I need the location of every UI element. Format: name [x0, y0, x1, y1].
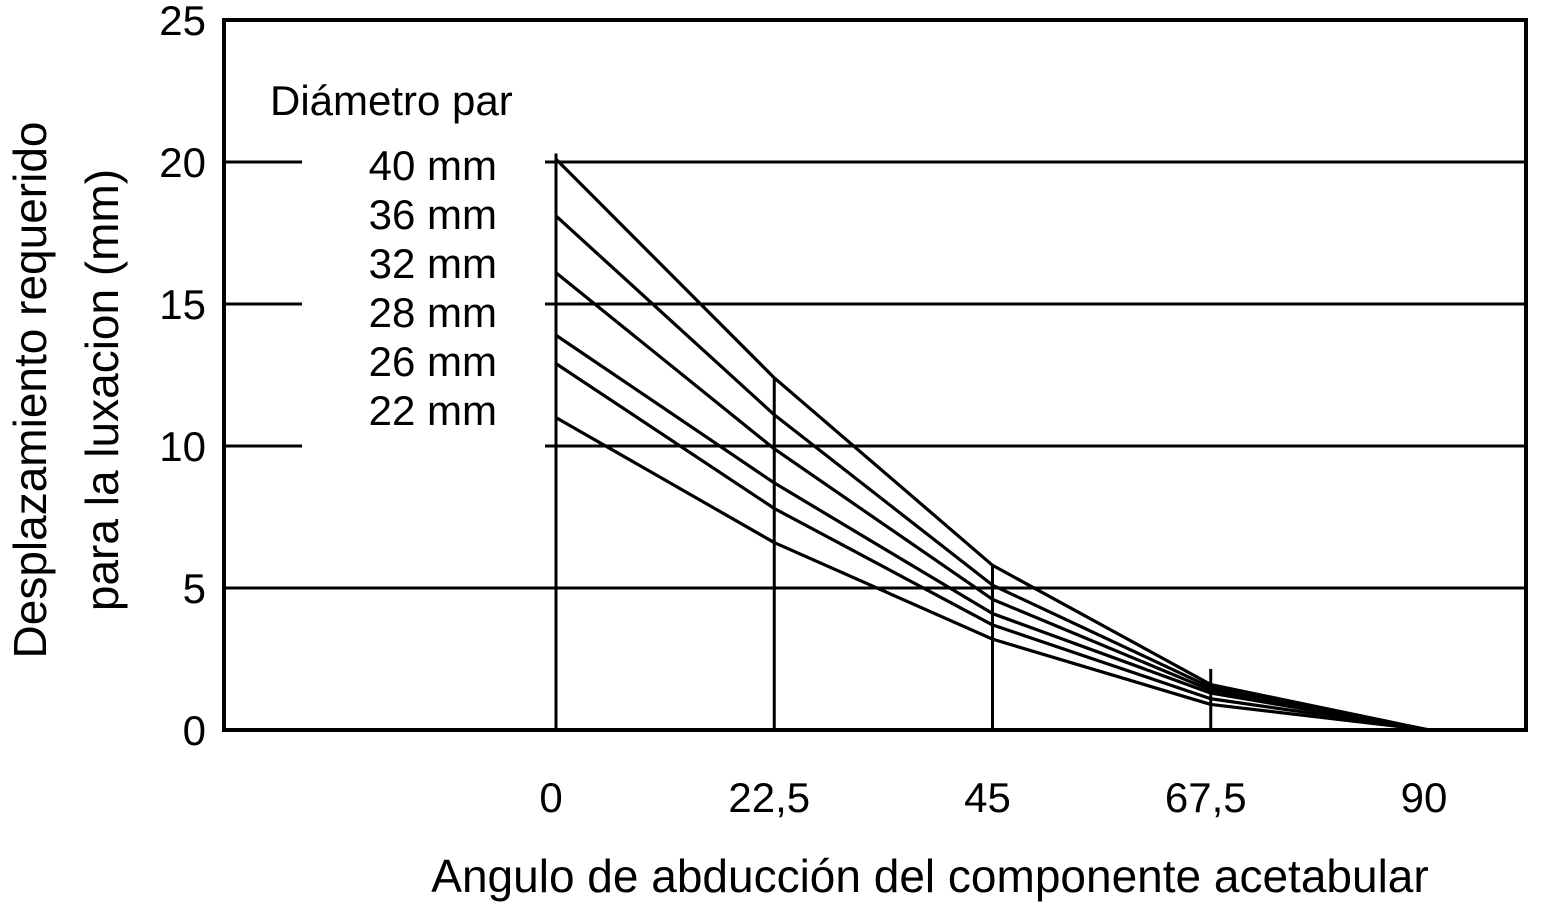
- y-axis-label-line1: Desplazamiento requerido: [4, 122, 56, 659]
- y-axis-label-line2: para la luxacion (mm): [76, 169, 128, 611]
- x-tick-label: 67,5: [1165, 774, 1247, 821]
- series-line-28mm: [555, 333, 1430, 732]
- y-tick-label: 15: [159, 281, 206, 328]
- legend-item: 22 mm: [369, 387, 497, 434]
- y-tick-label: 25: [159, 0, 206, 44]
- x-axis-label: Angulo de abducción del componente aceta…: [431, 850, 1428, 902]
- series-line-40mm: [554, 158, 1430, 732]
- x-tick-label: 45: [964, 774, 1011, 821]
- legend-item: 36 mm: [369, 191, 497, 238]
- x-tick-label: 0: [539, 774, 562, 821]
- y-tick-label: 5: [183, 565, 206, 612]
- x-tick-lines: [554, 153, 1213, 730]
- y-tick-label: 0: [183, 707, 206, 754]
- x-tick-labels: 0 22,5 45 67,5 90: [539, 774, 1447, 821]
- y-tick-labels: 0 5 10 15 20 25: [159, 0, 206, 754]
- x-tick-label: 22,5: [728, 774, 810, 821]
- y-tick-label: 10: [159, 423, 206, 470]
- legend-item: 28 mm: [369, 289, 497, 336]
- series-lines: [554, 158, 1430, 732]
- legend-item: 26 mm: [369, 338, 497, 385]
- series-line-36mm: [554, 214, 1430, 732]
- series-line-22mm: [555, 416, 1430, 732]
- legend-item: 32 mm: [369, 240, 497, 287]
- legend-item: 40 mm: [369, 142, 497, 189]
- series-line-26mm: [555, 362, 1430, 732]
- x-tick-label: 90: [1401, 774, 1448, 821]
- series-line-32mm: [554, 271, 1430, 732]
- y-tick-label: 20: [159, 139, 206, 186]
- plot-frame: [222, 18, 1528, 732]
- legend-title: Diámetro par: [270, 77, 513, 124]
